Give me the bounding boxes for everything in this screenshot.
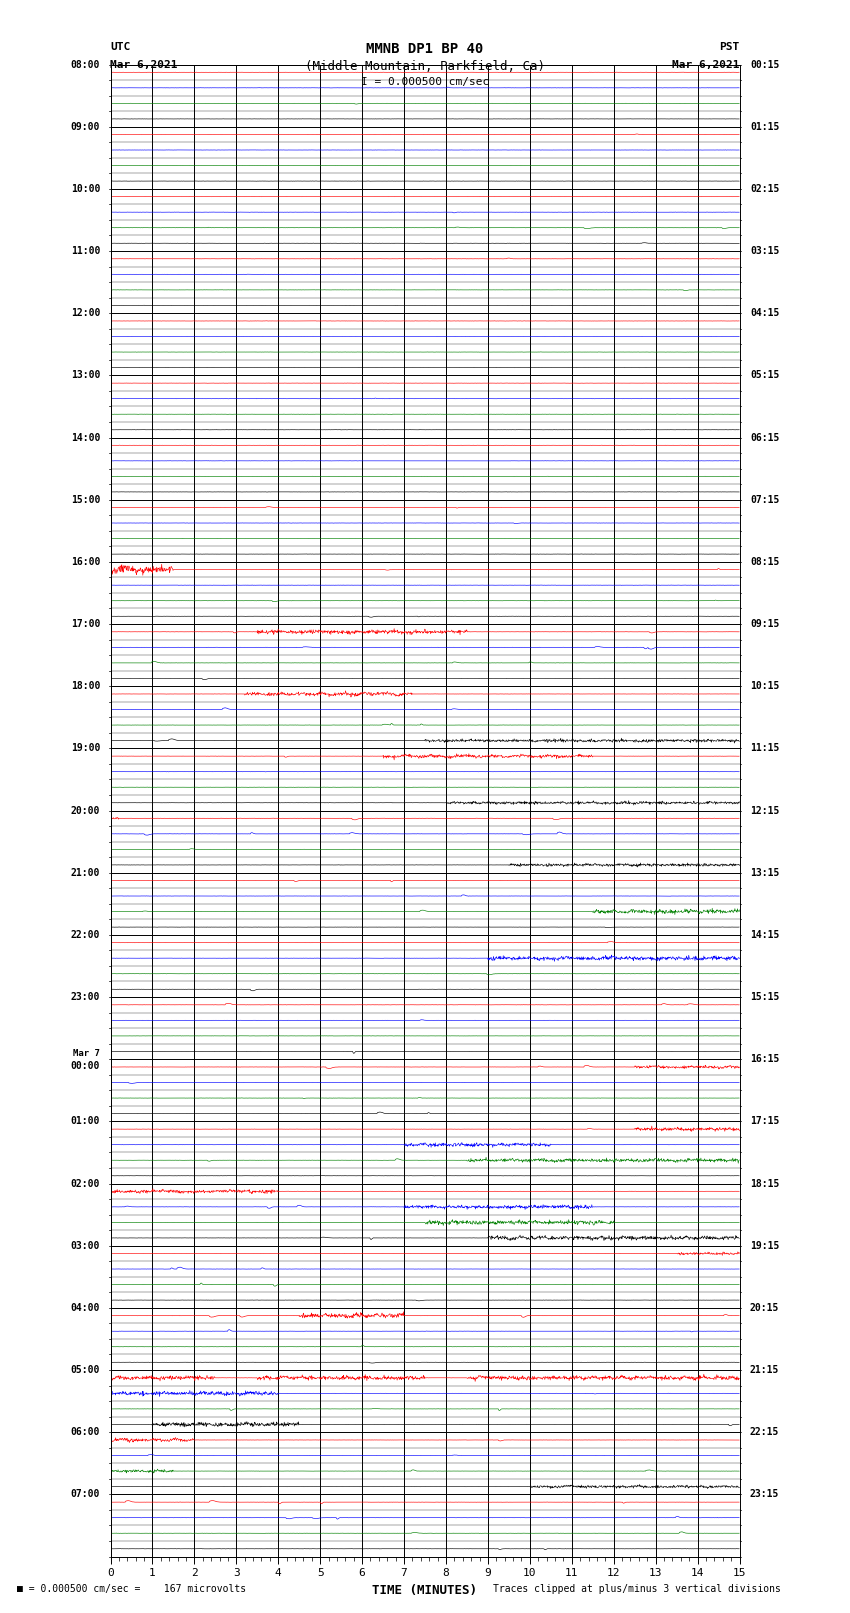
X-axis label: TIME (MINUTES): TIME (MINUTES) <box>372 1584 478 1597</box>
Text: 09:00: 09:00 <box>71 121 100 132</box>
Text: 05:00: 05:00 <box>71 1365 100 1374</box>
Text: Mar 6,2021: Mar 6,2021 <box>672 60 740 69</box>
Text: 21:15: 21:15 <box>750 1365 779 1374</box>
Text: 08:00: 08:00 <box>71 60 100 69</box>
Text: 12:15: 12:15 <box>750 805 779 816</box>
Text: 05:15: 05:15 <box>750 371 779 381</box>
Text: PST: PST <box>719 42 740 52</box>
Text: Traces clipped at plus/minus 3 vertical divisions: Traces clipped at plus/minus 3 vertical … <box>493 1584 781 1594</box>
Text: 19:15: 19:15 <box>750 1240 779 1250</box>
Text: 22:15: 22:15 <box>750 1428 779 1437</box>
Text: 17:15: 17:15 <box>750 1116 779 1126</box>
Text: 08:15: 08:15 <box>750 556 779 566</box>
Text: 03:00: 03:00 <box>71 1240 100 1250</box>
Text: MMNB DP1 BP 40: MMNB DP1 BP 40 <box>366 42 484 56</box>
Text: 17:00: 17:00 <box>71 619 100 629</box>
Text: 10:00: 10:00 <box>71 184 100 194</box>
Text: 03:15: 03:15 <box>750 247 779 256</box>
Text: 04:15: 04:15 <box>750 308 779 318</box>
Text: 23:00: 23:00 <box>71 992 100 1002</box>
Text: 01:00: 01:00 <box>71 1116 100 1126</box>
Text: 23:15: 23:15 <box>750 1489 779 1500</box>
Text: 22:00: 22:00 <box>71 929 100 940</box>
Text: 15:00: 15:00 <box>71 495 100 505</box>
Text: 07:00: 07:00 <box>71 1489 100 1500</box>
Text: (Middle Mountain, Parkfield, Ca): (Middle Mountain, Parkfield, Ca) <box>305 60 545 73</box>
Text: 01:15: 01:15 <box>750 121 779 132</box>
Text: 02:15: 02:15 <box>750 184 779 194</box>
Text: 00:00: 00:00 <box>71 1061 100 1071</box>
Text: 18:00: 18:00 <box>71 681 100 692</box>
Text: 10:15: 10:15 <box>750 681 779 692</box>
Text: 14:00: 14:00 <box>71 432 100 442</box>
Text: 15:15: 15:15 <box>750 992 779 1002</box>
Text: 16:15: 16:15 <box>750 1055 779 1065</box>
Text: ■ = 0.000500 cm/sec =    167 microvolts: ■ = 0.000500 cm/sec = 167 microvolts <box>17 1584 246 1594</box>
Text: 13:15: 13:15 <box>750 868 779 877</box>
Text: Mar 6,2021: Mar 6,2021 <box>110 60 178 69</box>
Text: 19:00: 19:00 <box>71 744 100 753</box>
Text: 06:00: 06:00 <box>71 1428 100 1437</box>
Text: 13:00: 13:00 <box>71 371 100 381</box>
Text: I = 0.000500 cm/sec: I = 0.000500 cm/sec <box>361 77 489 87</box>
Text: 11:00: 11:00 <box>71 247 100 256</box>
Text: 09:15: 09:15 <box>750 619 779 629</box>
Text: Mar 7: Mar 7 <box>73 1048 100 1058</box>
Text: 20:15: 20:15 <box>750 1303 779 1313</box>
Text: 12:00: 12:00 <box>71 308 100 318</box>
Text: 18:15: 18:15 <box>750 1179 779 1189</box>
Text: 20:00: 20:00 <box>71 805 100 816</box>
Text: 04:00: 04:00 <box>71 1303 100 1313</box>
Text: 16:00: 16:00 <box>71 556 100 566</box>
Text: 02:00: 02:00 <box>71 1179 100 1189</box>
Text: UTC: UTC <box>110 42 131 52</box>
Text: 11:15: 11:15 <box>750 744 779 753</box>
Text: 21:00: 21:00 <box>71 868 100 877</box>
Text: 00:15: 00:15 <box>750 60 779 69</box>
Text: 06:15: 06:15 <box>750 432 779 442</box>
Text: 07:15: 07:15 <box>750 495 779 505</box>
Text: 14:15: 14:15 <box>750 929 779 940</box>
